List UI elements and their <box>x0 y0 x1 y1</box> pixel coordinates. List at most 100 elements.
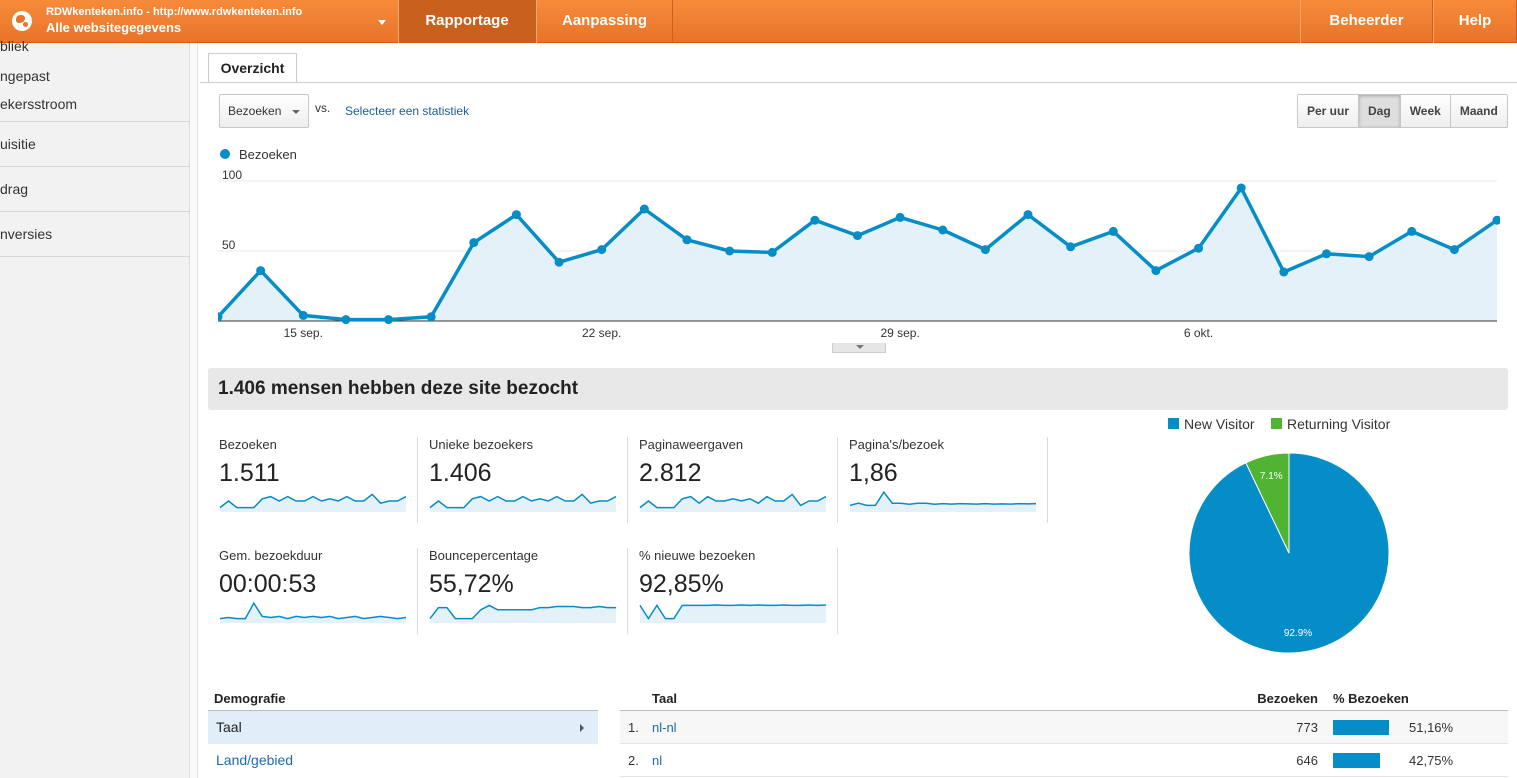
sidebar-item-gedrag[interactable]: drag <box>0 181 29 197</box>
x-tick-label: 15 sep. <box>284 326 323 340</box>
kpi-label: Paginaweergaven <box>639 437 744 452</box>
period-per-uur-button[interactable]: Per uur <box>1298 95 1360 127</box>
visitor-pie-chart[interactable]: 92.9% 7.1% <box>1188 452 1390 654</box>
kpi-tile[interactable]: Gem. bezoekduur 00:00:53 <box>208 548 418 634</box>
sparkline-line <box>219 493 407 509</box>
kpi-sparkline <box>219 601 407 623</box>
y-tick-label: 50 <box>222 238 236 252</box>
legend-returning-visitor: Returning Visitor <box>1287 416 1391 432</box>
row-number: 1. <box>628 720 639 735</box>
column-header-pct-bezoeken[interactable]: % Bezoeken <box>1333 691 1409 706</box>
kpi-sparkline <box>219 493 407 512</box>
vs-label: vs. <box>315 101 331 115</box>
pie-slice-label: 7.1% <box>1260 471 1283 482</box>
data-point <box>426 312 436 322</box>
legend-swatch-returning <box>1271 418 1282 429</box>
kpi-value: 55,72% <box>429 570 514 598</box>
arrow-right-icon <box>580 724 584 732</box>
data-point <box>1279 267 1289 277</box>
kpi-tile[interactable]: Pagina's/bezoek 1,86 <box>838 437 1048 523</box>
data-point <box>1449 245 1459 255</box>
sidebar-item-bezoekersstroom[interactable]: ekersstroom <box>0 96 78 112</box>
sparkline-area <box>430 494 616 512</box>
pie-slice-returning-visitor[interactable] <box>1245 452 1290 554</box>
data-point <box>1023 210 1033 220</box>
metric-select-value: Bezoeken <box>228 104 282 118</box>
site-selector[interactable]: RDWkenteken.info - http://www.rdwkenteke… <box>0 0 398 43</box>
metric-select[interactable]: Bezoeken <box>219 94 309 128</box>
table-header: Taal Bezoeken % Bezoeken <box>620 691 1508 711</box>
period-maand-button[interactable]: Maand <box>1450 95 1507 127</box>
kpi-tile[interactable]: Bezoeken 1.511 <box>208 437 418 523</box>
sparkline-line <box>639 604 827 620</box>
visits-line-chart[interactable]: 100 50 15 sep. 22 sep. 29 sep. 6 okt. <box>218 168 1500 340</box>
legend-swatch-new <box>1168 418 1179 429</box>
visits-value: 773 <box>1296 720 1318 735</box>
kpi-sparkline <box>639 493 827 512</box>
percent-value: 51,16% <box>1409 720 1454 735</box>
sparkline-area <box>850 492 1036 512</box>
kpi-value: 2.812 <box>639 459 702 487</box>
data-point <box>639 204 649 214</box>
kpi-tile[interactable]: Unieke bezoekers 1.406 <box>418 437 628 523</box>
period-week-button[interactable]: Week <box>1400 95 1451 127</box>
language-link[interactable]: nl-nl <box>652 720 677 735</box>
sidebar-resize-handle[interactable] <box>190 43 198 778</box>
summary-heading: 1.406 mensen hebben deze site bezocht <box>208 368 1508 410</box>
sidebar-divider <box>0 256 190 257</box>
data-point <box>1236 183 1246 193</box>
tab-overzicht[interactable]: Overzicht <box>208 53 297 83</box>
sparkline-area <box>430 605 616 623</box>
caret-down-icon <box>292 110 300 114</box>
site-name: Alle websitegegevens <box>46 20 182 35</box>
legend-new-visitor: New Visitor <box>1184 416 1255 432</box>
kpi-sparkline <box>849 490 1037 512</box>
data-point <box>1492 215 1500 225</box>
series-area <box>218 188 1497 321</box>
x-tick-label: 6 okt. <box>1184 326 1213 340</box>
tab-rapportage[interactable]: Rapportage <box>398 0 536 43</box>
sidebar-item-publiek[interactable]: bliek <box>0 38 29 54</box>
sidebar-item-aangepast[interactable]: ngepast <box>0 68 50 84</box>
kpi-tile[interactable]: % nieuwe bezoeken 92,85% <box>628 548 838 634</box>
data-point <box>1151 266 1161 276</box>
data-point <box>1321 249 1331 259</box>
kpi-value: 1.511 <box>219 459 280 487</box>
sparkline-line <box>219 601 407 620</box>
percent-value: 42,75% <box>1409 753 1454 768</box>
kpi-label: Pagina's/bezoek <box>849 437 944 452</box>
kpi-label: % nieuwe bezoeken <box>639 548 756 563</box>
sidebar-item-acquisitie[interactable]: uisitie <box>0 136 36 152</box>
kpi-sparkline <box>639 604 827 623</box>
tab-aanpassing[interactable]: Aanpassing <box>536 0 673 43</box>
period-toggle: Per uur Dag Week Maand <box>1297 94 1508 128</box>
data-point <box>853 231 862 241</box>
globe-icon <box>12 11 32 31</box>
select-stat-link[interactable]: Selecteer een statistiek <box>345 104 470 118</box>
sidebar-item-conversies[interactable]: nversies <box>0 226 53 242</box>
chart-collapse-handle[interactable] <box>832 343 886 353</box>
period-dag-button[interactable]: Dag <box>1359 95 1401 127</box>
kpi-tile[interactable]: Bouncepercentage 55,72% <box>418 548 628 634</box>
data-point <box>341 315 351 325</box>
kpi-sparkline <box>429 604 616 623</box>
tab-help[interactable]: Help <box>1433 0 1517 43</box>
data-point <box>597 245 607 255</box>
demographics-item-land[interactable]: Land/gebied <box>216 752 294 768</box>
tab-beheerder[interactable]: Beheerder <box>1300 0 1433 43</box>
kpi-label: Bouncepercentage <box>429 548 539 563</box>
data-point <box>682 235 692 245</box>
caret-down-icon <box>378 20 386 25</box>
demographics-item-taal[interactable]: Taal <box>208 711 598 744</box>
data-point <box>1364 252 1374 262</box>
demographics-item-label: Taal <box>216 719 242 735</box>
data-point <box>1066 242 1076 252</box>
kpi-value: 1.406 <box>429 459 492 487</box>
column-header-bezoeken[interactable]: Bezoeken <box>1257 691 1318 706</box>
data-point <box>298 310 308 320</box>
top-bar: RDWkenteken.info - http://www.rdwkenteke… <box>0 0 1517 43</box>
sidebar-divider <box>0 211 190 212</box>
language-link[interactable]: nl <box>652 753 663 768</box>
data-point <box>895 212 905 222</box>
kpi-tile[interactable]: Paginaweergaven 2.812 <box>628 437 838 523</box>
